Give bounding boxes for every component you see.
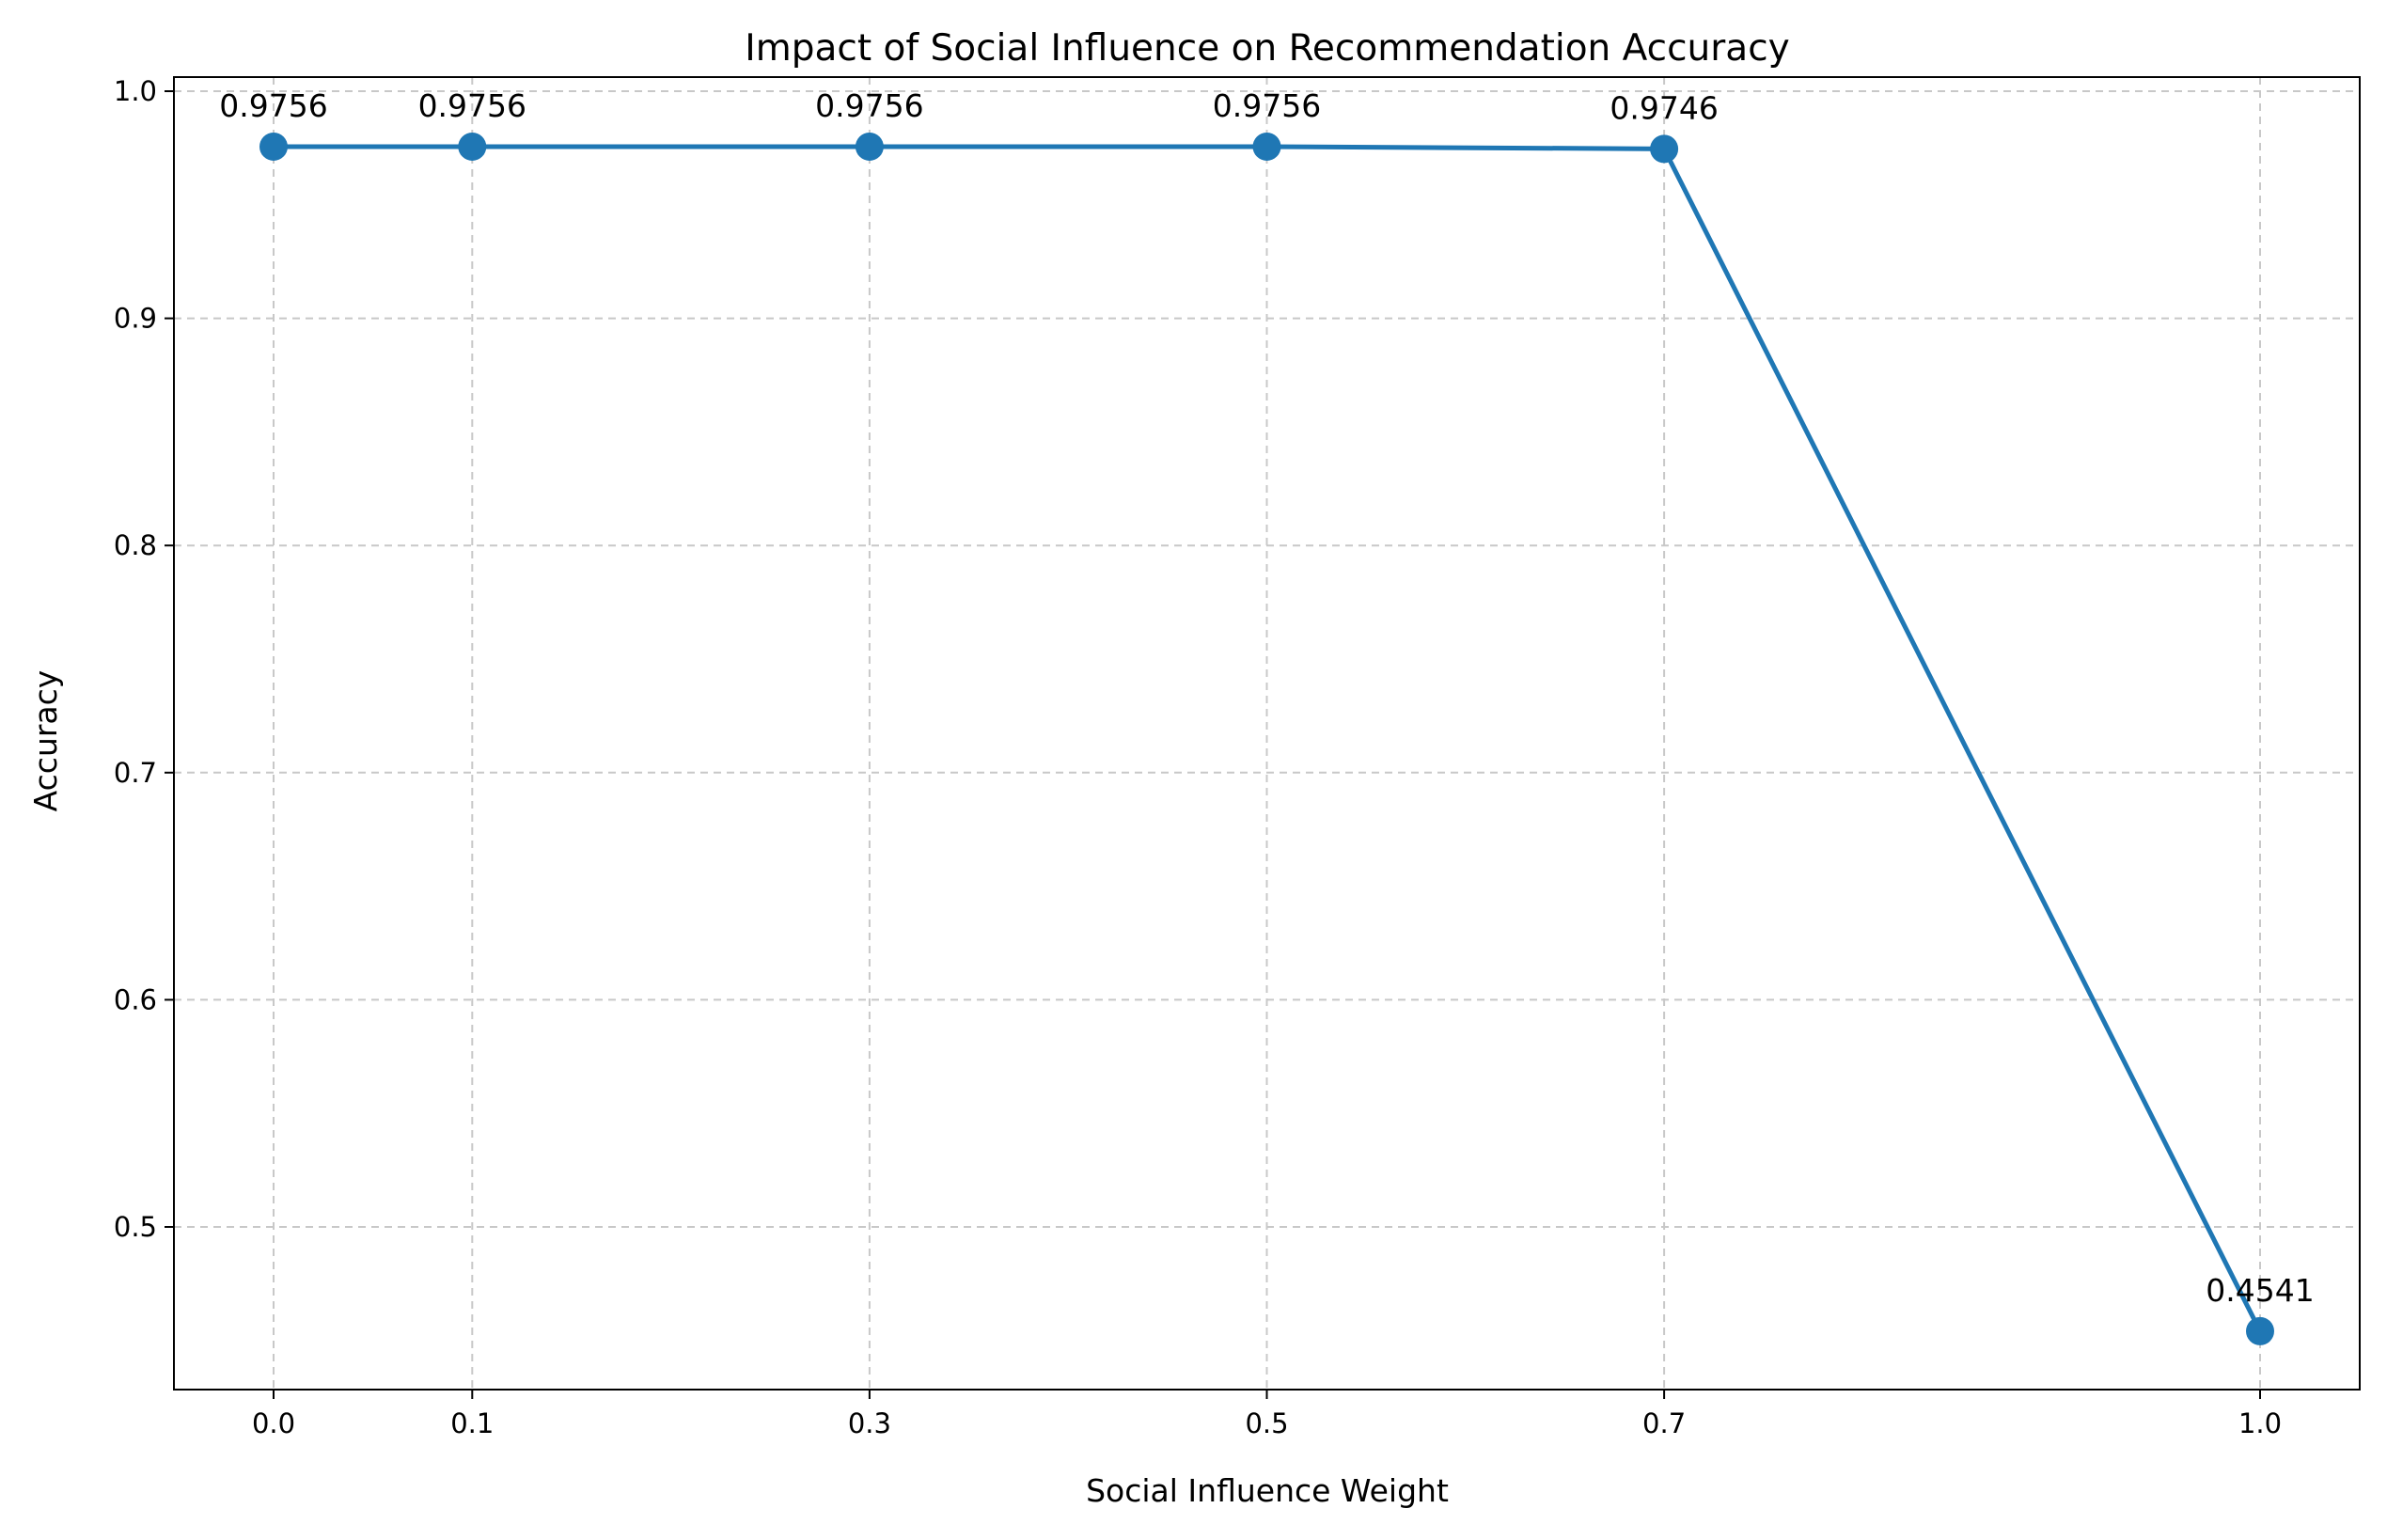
- chart-title: Impact of Social Influence on Recommenda…: [745, 27, 1789, 70]
- data-label: 0.9756: [1213, 87, 1321, 124]
- y-tick-label: 0.5: [114, 1211, 157, 1243]
- data-label: 0.9756: [219, 87, 327, 124]
- marker-layer: [259, 132, 2274, 1345]
- data-point-marker: [458, 132, 487, 161]
- x-tick-label: 0.3: [848, 1407, 891, 1439]
- data-point-marker: [1650, 134, 1679, 164]
- x-tick-label: 1.0: [2238, 1407, 2282, 1439]
- y-tick-label: 0.6: [114, 983, 157, 1015]
- data-label: 0.9756: [815, 87, 923, 124]
- data-point-marker: [259, 132, 288, 161]
- x-axis-ticks: 0.0 0.1 0.3 0.5 0.7 1.0: [252, 1390, 2282, 1439]
- x-axis-label: Social Influence Weight: [1086, 1472, 1449, 1509]
- x-tick-label: 0.0: [252, 1407, 295, 1439]
- y-axis-ticks: 0.5 0.6 0.7 0.8 0.9 1.0: [114, 75, 174, 1243]
- data-label: 0.9756: [418, 87, 526, 124]
- x-tick-label: 0.7: [1642, 1407, 1686, 1439]
- series-line: [274, 144, 2263, 1333]
- data-point-marker: [1252, 132, 1281, 161]
- grid: [174, 77, 2360, 1390]
- y-tick-label: 0.9: [114, 303, 157, 335]
- y-tick-label: 0.7: [114, 757, 157, 789]
- y-tick-label: 0.8: [114, 529, 157, 561]
- data-label-layer: 0.9756 0.9756 0.9756 0.9756 0.9746 0.4541: [219, 87, 2314, 1309]
- data-label: 0.9746: [1610, 89, 1718, 126]
- data-point-marker: [2246, 1316, 2274, 1345]
- x-tick-label: 0.1: [450, 1407, 494, 1439]
- series-line-layer: [274, 144, 2263, 1333]
- x-tick-label: 0.5: [1245, 1407, 1288, 1439]
- y-axis-label: Accuracy: [27, 670, 64, 812]
- data-point-marker: [855, 132, 884, 161]
- data-label: 0.4541: [2206, 1272, 2314, 1309]
- y-tick-label: 1.0: [114, 75, 157, 107]
